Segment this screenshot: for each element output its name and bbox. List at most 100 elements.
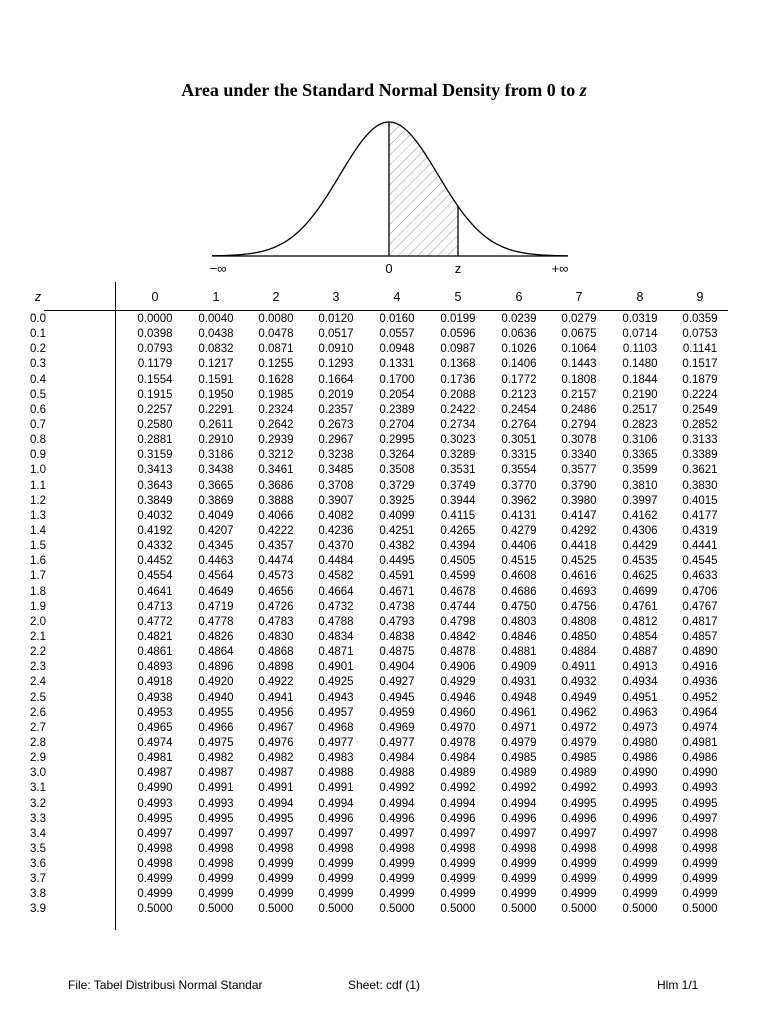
table-cell: 0.4909 bbox=[501, 661, 537, 674]
table-cell: 0.1664 bbox=[318, 373, 354, 386]
table-row: 1.8 0.4641 0.4649 0.4656 0.4664 0.4671 0.4678 0… bbox=[30, 585, 728, 600]
table-row: 1.3 0.4032 0.4049 0.4066 0.4082 0.4099 0.4115 0… bbox=[30, 509, 728, 524]
table-cell: 0.3925 bbox=[379, 494, 415, 507]
table-cell: 0.4999 bbox=[501, 873, 537, 886]
table-cell: 0.3023 bbox=[440, 434, 476, 447]
table-cell: 0.4990 bbox=[682, 767, 718, 780]
table-cell: 0.4997 bbox=[318, 827, 354, 840]
table-cell: 0.0714 bbox=[622, 328, 658, 341]
table-cell: 0.0239 bbox=[501, 313, 537, 325]
table-cell: 0.4808 bbox=[561, 615, 597, 628]
table-cell: 0.3749 bbox=[440, 479, 476, 492]
table-cell: 0.4177 bbox=[682, 509, 718, 522]
table-cell: 0.4857 bbox=[682, 630, 718, 643]
table-cell: 0.4970 bbox=[440, 721, 476, 734]
table-cell: 0.4147 bbox=[561, 509, 597, 522]
table-row: 0.9 0.3159 0.3186 0.3212 0.3238 0.3264 0.3289 0… bbox=[30, 448, 728, 463]
column-header: 7 bbox=[575, 290, 583, 304]
table-cell: 0.1915 bbox=[137, 388, 173, 401]
table-cell: 0.4948 bbox=[501, 691, 537, 704]
table-cell: 0.4972 bbox=[561, 721, 597, 734]
table-row: 2.6 0.4953 0.4955 0.4956 0.4957 0.4959 0.4960 0… bbox=[30, 706, 728, 721]
z-value: 0.5 bbox=[30, 388, 46, 401]
table-cell: 0.3531 bbox=[440, 464, 476, 477]
table-cell: 0.4699 bbox=[622, 585, 658, 598]
table-cell: 0.0832 bbox=[198, 343, 234, 356]
table-cell: 0.4989 bbox=[561, 767, 597, 780]
table-cell: 0.4991 bbox=[198, 782, 234, 795]
table-cell: 0.4977 bbox=[379, 736, 415, 749]
table-row: 1.9 0.4713 0.4719 0.4726 0.4732 0.4738 0.4744 0… bbox=[30, 600, 728, 615]
table-cell: 0.4738 bbox=[379, 600, 415, 613]
z-value: 0.7 bbox=[30, 418, 46, 431]
z-value: 2.3 bbox=[30, 661, 46, 674]
table-row: 1.7 0.4554 0.4564 0.4573 0.4582 0.4591 0.4599 0… bbox=[30, 569, 728, 584]
table-cell: 0.4732 bbox=[318, 600, 354, 613]
z-value: 0.1 bbox=[30, 328, 46, 341]
table-cell: 0.4996 bbox=[440, 812, 476, 825]
table-cell: 0.4979 bbox=[501, 736, 537, 749]
z-value: 3.2 bbox=[30, 797, 46, 810]
table-cell: 0.1554 bbox=[137, 373, 173, 386]
table-cell: 0.3508 bbox=[379, 464, 415, 477]
table-cell: 0.4515 bbox=[501, 555, 537, 568]
table-cell: 0.0120 bbox=[318, 313, 354, 325]
table-cell: 0.3980 bbox=[561, 494, 597, 507]
table-cell: 0.4981 bbox=[137, 752, 173, 765]
table-cell: 0.4938 bbox=[137, 691, 173, 704]
table-cell: 0.4979 bbox=[561, 736, 597, 749]
table-cell: 0.4099 bbox=[379, 509, 415, 522]
table-cell: 0.0871 bbox=[258, 343, 294, 356]
z-value: 0.4 bbox=[30, 373, 46, 386]
table-cell: 0.4564 bbox=[198, 570, 234, 583]
table-cell: 0.2704 bbox=[379, 418, 415, 431]
table-cell: 0.4678 bbox=[440, 585, 476, 598]
table-cell: 0.2881 bbox=[137, 434, 173, 447]
table-cell: 0.1255 bbox=[258, 358, 294, 371]
table-cell: 0.5000 bbox=[137, 903, 173, 916]
table-cell: 0.1293 bbox=[318, 358, 354, 371]
table-cell: 0.4406 bbox=[501, 540, 537, 553]
table-cell: 0.4976 bbox=[258, 736, 294, 749]
table-cell: 0.3289 bbox=[440, 449, 476, 462]
table-cell: 0.4982 bbox=[198, 752, 234, 765]
z-value: 1.3 bbox=[30, 509, 46, 522]
table-row: 0.6 0.2257 0.2291 0.2324 0.2357 0.2389 0.2422 0… bbox=[30, 403, 728, 418]
table-cell: 0.4980 bbox=[622, 736, 658, 749]
table-cell: 0.3554 bbox=[501, 464, 537, 477]
table-cell: 0.5000 bbox=[318, 903, 354, 916]
table-cell: 0.3830 bbox=[682, 479, 718, 492]
table-cell: 0.4875 bbox=[379, 646, 415, 659]
table-cell: 0.3051 bbox=[501, 434, 537, 447]
table-cell: 0.4999 bbox=[561, 888, 597, 901]
table-cell: 0.4981 bbox=[682, 736, 718, 749]
title-z-variable: z bbox=[579, 80, 587, 100]
table-cell: 0.4719 bbox=[198, 600, 234, 613]
table-cell: 0.4772 bbox=[137, 615, 173, 628]
table-cell: 0.4974 bbox=[137, 736, 173, 749]
table-cell: 0.4999 bbox=[682, 873, 718, 886]
table-cell: 0.4998 bbox=[682, 842, 718, 855]
table-cell: 0.4015 bbox=[682, 494, 718, 507]
table-cell: 0.5000 bbox=[501, 903, 537, 916]
table-cell: 0.4988 bbox=[318, 767, 354, 780]
table-cell: 0.4977 bbox=[318, 736, 354, 749]
table-cell: 0.4345 bbox=[198, 540, 234, 553]
z-value: 2.1 bbox=[30, 630, 46, 643]
table-cell: 0.5000 bbox=[258, 903, 294, 916]
table-cell: 0.4997 bbox=[622, 827, 658, 840]
table-cell: 0.4956 bbox=[258, 706, 294, 719]
table-cell: 0.3643 bbox=[137, 479, 173, 492]
table-row: 0.7 0.2580 0.2611 0.2642 0.2673 0.2704 0.2734 0… bbox=[30, 418, 728, 433]
table-cell: 0.4625 bbox=[622, 570, 658, 583]
table-cell: 0.2486 bbox=[561, 403, 597, 416]
table-cell: 0.4994 bbox=[379, 797, 415, 810]
z-value: 3.6 bbox=[30, 858, 46, 871]
table-cell: 0.4997 bbox=[198, 827, 234, 840]
table-cell: 0.4817 bbox=[682, 615, 718, 628]
z-value: 1.0 bbox=[30, 464, 46, 477]
table-cell: 0.5000 bbox=[622, 903, 658, 916]
table-cell: 0.2054 bbox=[379, 388, 415, 401]
table-cell: 0.4989 bbox=[501, 767, 537, 780]
table-cell: 0.0199 bbox=[440, 313, 476, 325]
